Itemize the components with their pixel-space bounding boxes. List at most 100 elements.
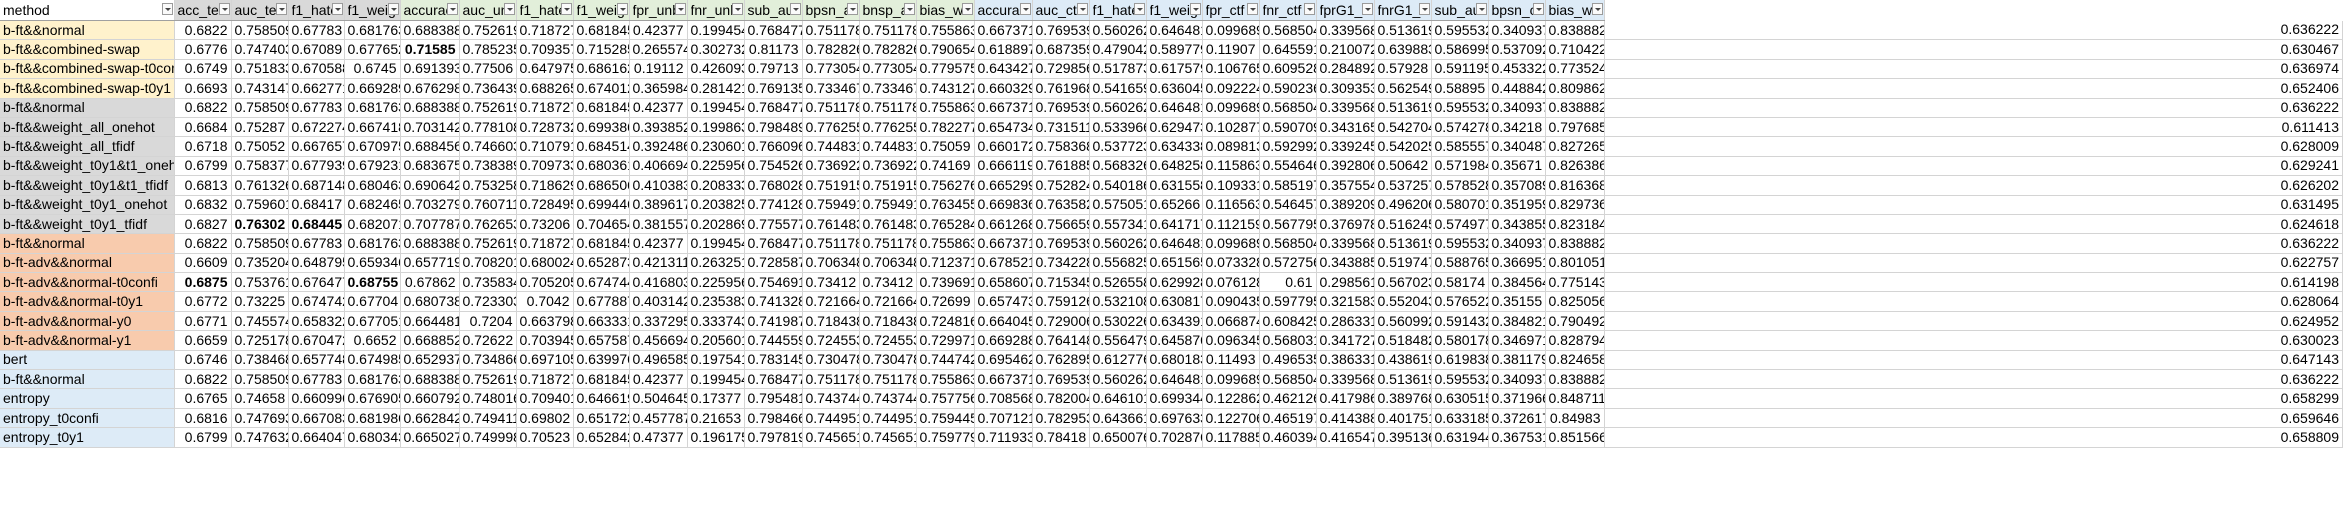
value-cell[interactable]: 0.199454: [687, 98, 745, 118]
value-cell[interactable]: 0.823184: [1545, 214, 1605, 235]
value-cell[interactable]: 0.703142: [400, 117, 460, 138]
value-cell[interactable]: 0.066874: [1202, 311, 1260, 332]
value-cell[interactable]: 0.70523: [516, 427, 574, 448]
value-cell[interactable]: 0.688456: [400, 136, 460, 157]
value-cell[interactable]: 0.456694: [629, 330, 688, 351]
value-cell[interactable]: 0.735204: [231, 253, 289, 274]
value-cell[interactable]: 0.516245: [1374, 214, 1432, 235]
value-cell[interactable]: 0.751178: [859, 98, 917, 118]
value-cell[interactable]: 0.416547: [1316, 427, 1375, 448]
column-header-23[interactable]: sub_auc: [1431, 0, 1489, 21]
column-header-19[interactable]: fpr_ctf: [1202, 0, 1260, 21]
value-cell[interactable]: 0.636222: [1604, 369, 2343, 390]
method-cell[interactable]: b-ft-adv&&normal-y0: [0, 311, 175, 332]
filter-dropdown-icon[interactable]: [789, 3, 801, 15]
value-cell[interactable]: 0.340937: [1488, 369, 1546, 390]
column-header-12[interactable]: bpsn_au: [802, 0, 860, 21]
column-header-2[interactable]: auc_tes: [231, 0, 289, 21]
value-cell[interactable]: 0.6827: [174, 214, 232, 235]
value-cell[interactable]: 0.574278: [1431, 117, 1489, 138]
value-cell[interactable]: 0.751915: [859, 175, 917, 196]
value-cell[interactable]: 0.731511: [1032, 117, 1090, 138]
value-cell[interactable]: 0.115863: [1202, 156, 1260, 177]
column-header-15[interactable]: accurac: [974, 0, 1033, 21]
value-cell[interactable]: 0.688388: [400, 369, 460, 390]
value-cell[interactable]: 0.657719: [400, 253, 460, 274]
value-cell[interactable]: 0.769539: [1032, 98, 1090, 118]
value-cell[interactable]: 0.74658: [231, 388, 289, 409]
value-cell[interactable]: 0.630515: [1431, 388, 1489, 409]
column-header-14[interactable]: bias_we: [916, 0, 975, 21]
value-cell[interactable]: 0.6745: [344, 59, 401, 80]
value-cell[interactable]: 0.631944: [1431, 427, 1489, 448]
filter-dropdown-icon[interactable]: [1133, 3, 1145, 15]
value-cell[interactable]: 0.641717: [1146, 214, 1203, 235]
value-cell[interactable]: 0.667371: [974, 98, 1033, 118]
value-cell[interactable]: 0.556479: [1089, 330, 1147, 351]
value-cell[interactable]: 0.707787: [400, 214, 460, 235]
value-cell[interactable]: 0.79713: [744, 59, 803, 80]
value-cell[interactable]: 0.392806: [1316, 156, 1375, 177]
value-cell[interactable]: 0.679231: [344, 156, 401, 177]
value-cell[interactable]: 0.518482: [1374, 330, 1432, 351]
value-cell[interactable]: 0.230601: [687, 136, 745, 157]
value-cell[interactable]: 0.724816: [916, 311, 975, 332]
value-cell[interactable]: 0.321583: [1316, 291, 1375, 312]
value-cell[interactable]: 0.744559: [744, 330, 803, 351]
value-cell[interactable]: 0.680183: [1146, 350, 1203, 371]
method-cell[interactable]: b-ft&&normal: [0, 20, 175, 41]
value-cell[interactable]: 0.513619: [1374, 98, 1432, 118]
value-cell[interactable]: 0.768477: [744, 369, 803, 390]
value-cell[interactable]: 0.712371: [916, 253, 975, 274]
value-cell[interactable]: 0.298561: [1316, 272, 1375, 293]
value-cell[interactable]: 0.634391: [1146, 311, 1203, 332]
value-cell[interactable]: 0.591195: [1431, 59, 1489, 80]
value-cell[interactable]: 0.688388: [400, 98, 460, 118]
method-cell[interactable]: b-ft&&weight_all_onehot: [0, 117, 175, 138]
value-cell[interactable]: 0.099689: [1202, 98, 1260, 118]
value-cell[interactable]: 0.751915: [802, 175, 860, 196]
value-cell[interactable]: 0.743744: [859, 388, 917, 409]
value-cell[interactable]: 0.592992: [1259, 136, 1317, 157]
value-cell[interactable]: 0.703945: [516, 330, 574, 351]
value-cell[interactable]: 0.576522: [1431, 291, 1489, 312]
method-cell[interactable]: b-ft&&weight_t0y1&t1_onehot: [0, 156, 175, 177]
value-cell[interactable]: 0.707121: [974, 408, 1033, 429]
value-cell[interactable]: 0.595532: [1431, 98, 1489, 118]
value-cell[interactable]: 0.618897: [974, 39, 1033, 60]
value-cell[interactable]: 0.284892: [1316, 59, 1375, 80]
value-cell[interactable]: 0.782277: [916, 117, 975, 138]
value-cell[interactable]: 0.670472: [288, 330, 345, 351]
value-cell[interactable]: 0.6749: [174, 59, 232, 80]
value-cell[interactable]: 0.643427: [974, 59, 1033, 80]
value-cell[interactable]: 0.460394: [1259, 427, 1317, 448]
value-cell[interactable]: 0.393852: [629, 117, 688, 138]
value-cell[interactable]: 0.631495: [1604, 195, 2343, 215]
value-cell[interactable]: 0.724553: [802, 330, 860, 351]
value-cell[interactable]: 0.838882: [1545, 369, 1605, 390]
value-cell[interactable]: 0.58895: [1431, 78, 1489, 99]
method-cell[interactable]: entropy: [0, 388, 175, 409]
value-cell[interactable]: 0.768477: [744, 20, 803, 41]
value-cell[interactable]: 0.658299: [1604, 388, 2343, 409]
value-cell[interactable]: 0.663798: [516, 311, 574, 332]
value-cell[interactable]: 0.697105: [516, 350, 574, 371]
value-cell[interactable]: 0.751178: [859, 20, 917, 41]
value-cell[interactable]: 0.755863: [916, 98, 975, 118]
value-cell[interactable]: 0.371966: [1488, 388, 1546, 409]
value-cell[interactable]: 0.636222: [1604, 98, 2343, 118]
value-cell[interactable]: 0.682071: [344, 214, 401, 235]
value-cell[interactable]: 0.612776: [1089, 350, 1147, 371]
column-header-9[interactable]: fpr_unb: [629, 0, 688, 21]
value-cell[interactable]: 0.667371: [974, 369, 1033, 390]
value-cell[interactable]: 0.102877: [1202, 117, 1260, 138]
value-cell[interactable]: 0.537723: [1089, 136, 1147, 157]
value-cell[interactable]: 0.346971: [1488, 330, 1546, 351]
value-cell[interactable]: 0.743744: [802, 388, 860, 409]
value-cell[interactable]: 0.626202: [1604, 175, 2343, 196]
column-header-21[interactable]: fprG1_c: [1316, 0, 1375, 21]
value-cell[interactable]: 0.677887: [573, 291, 630, 312]
value-cell[interactable]: 0.575051: [1089, 195, 1147, 215]
value-cell[interactable]: 0.646619: [573, 388, 630, 409]
value-cell[interactable]: 0.680738: [400, 291, 460, 312]
